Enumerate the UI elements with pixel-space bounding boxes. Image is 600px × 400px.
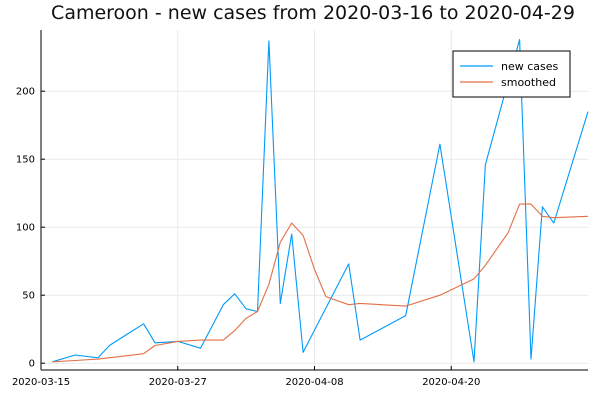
legend-box (452, 50, 571, 98)
y-tick-label: 150 (16, 155, 35, 166)
legend-label: smoothed (501, 76, 556, 89)
legend-label: new cases (501, 60, 559, 73)
y-tick-label: 50 (22, 291, 35, 302)
tick-marks: 2020-03-15 2020-03-27 2020-04-08 2020-04-20… (12, 87, 480, 388)
y-tick-label: 200 (16, 87, 35, 98)
legend: new cases smoothed (452, 50, 571, 98)
chart-title: Cameroon - new cases from 2020-03-16 to … (51, 2, 575, 24)
x-tick-label: 2020-03-27 (149, 377, 207, 388)
x-tick-label: 2020-04-20 (422, 377, 480, 388)
y-tick-label: 0 (29, 359, 35, 370)
x-tick-label: 2020-04-08 (285, 377, 343, 388)
x-tick-label: 2020-03-15 (12, 377, 70, 388)
y-tick-label: 100 (16, 223, 35, 234)
series-line-smoothed (52, 203, 589, 363)
